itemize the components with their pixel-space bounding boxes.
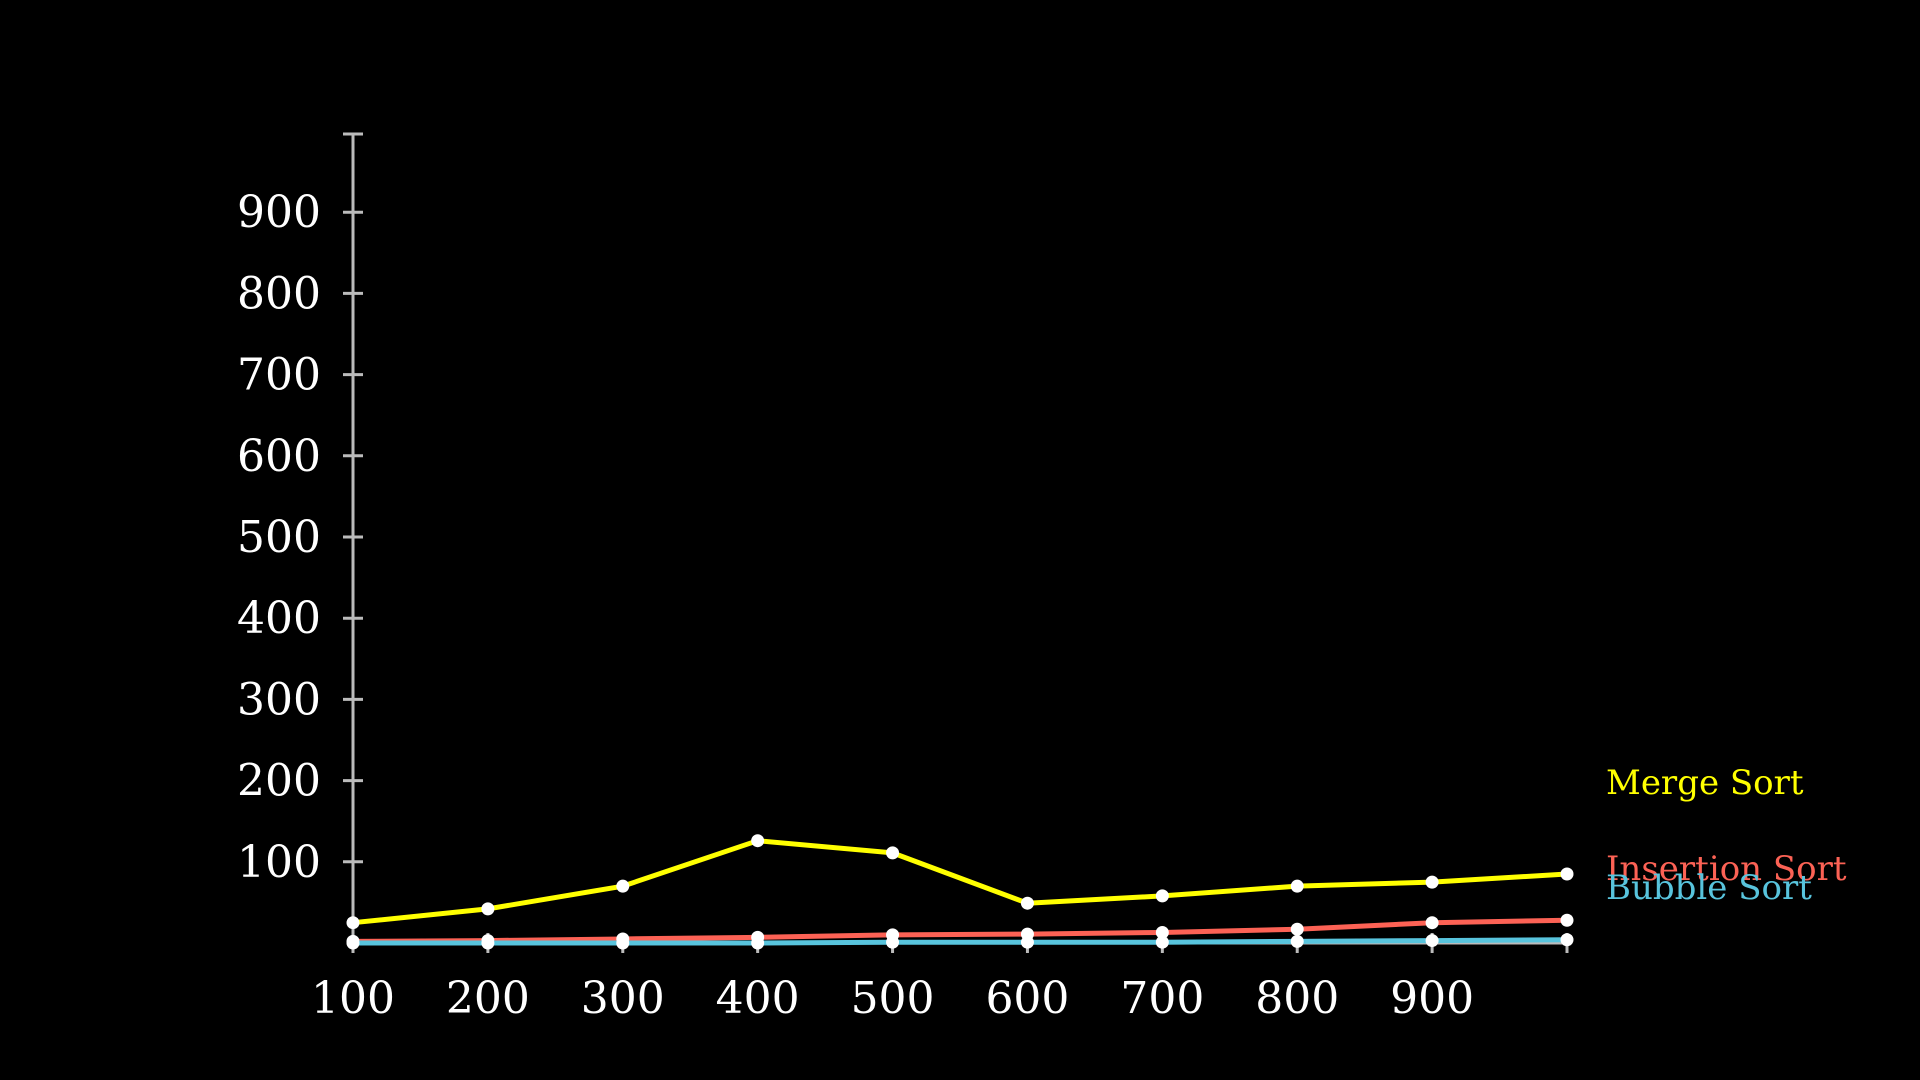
data-point	[1425, 934, 1439, 948]
x-tick-label: 400	[716, 973, 800, 1024]
x-tick-label: 500	[851, 973, 935, 1024]
data-point	[1155, 925, 1169, 939]
data-point	[1560, 913, 1574, 927]
series-bubble-sort	[346, 933, 1574, 950]
y-tick-label: 400	[237, 593, 321, 644]
chart-axes: 100 200 300 400 500 600 700 800 900 100 200 300 400 5…	[237, 132, 1569, 1024]
data-point	[886, 935, 900, 949]
y-tick-label: 300	[237, 674, 321, 725]
data-point	[346, 916, 360, 930]
data-point	[1290, 922, 1304, 936]
data-point	[1560, 933, 1574, 947]
data-point	[751, 834, 765, 848]
series-line	[352, 917, 1568, 944]
y-tick-label: 900	[237, 187, 321, 238]
x-tick-label: 900	[1390, 973, 1474, 1024]
data-point	[1290, 934, 1304, 948]
data-point	[1155, 935, 1169, 949]
data-point	[481, 902, 495, 916]
series-line	[353, 937, 1568, 946]
x-tick-label: 200	[446, 973, 530, 1024]
series-merge-sort	[346, 834, 1574, 930]
data-point	[1560, 867, 1574, 881]
data-point	[616, 936, 630, 950]
data-point	[886, 846, 900, 860]
x-tick-label: 300	[581, 973, 665, 1024]
series-line	[352, 838, 1568, 926]
data-point	[1020, 935, 1034, 949]
data-point	[346, 936, 360, 950]
chart-series	[346, 834, 1574, 950]
data-point	[616, 879, 630, 893]
y-tick-label: 200	[237, 756, 321, 807]
x-tick-label: 600	[985, 973, 1069, 1024]
data-point	[1020, 896, 1034, 910]
y-tick-label: 500	[237, 512, 321, 563]
data-point	[481, 936, 495, 950]
data-point	[1425, 875, 1439, 889]
data-point	[1155, 889, 1169, 903]
x-tick-label: 700	[1120, 973, 1204, 1024]
data-point	[1290, 879, 1304, 893]
y-tick-label: 100	[237, 837, 321, 888]
y-tick-label: 600	[237, 431, 321, 482]
data-point	[1425, 916, 1439, 930]
legend-label: Merge Sort	[1606, 763, 1804, 803]
y-tick-label: 800	[237, 268, 321, 319]
y-tick-label: 700	[237, 350, 321, 401]
x-tick-label: 800	[1255, 973, 1339, 1024]
legend-label: Insertion Sort	[1606, 849, 1847, 889]
data-point	[751, 936, 765, 950]
x-tick-label: 100	[311, 973, 395, 1024]
legend-label: Bubble Sort	[1606, 868, 1812, 908]
